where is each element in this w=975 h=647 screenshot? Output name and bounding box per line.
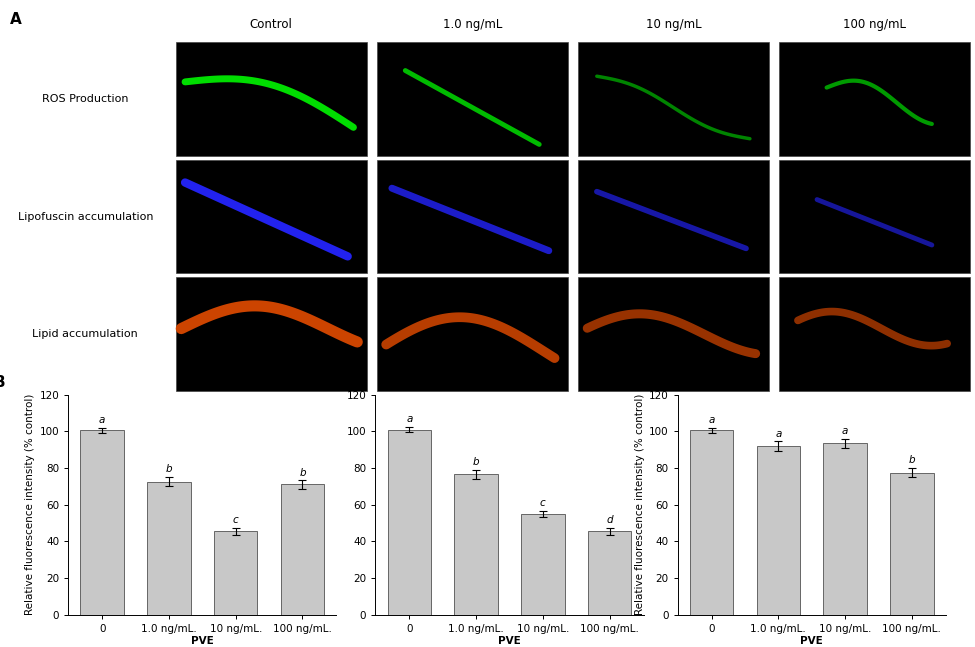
Bar bbox=[890, 472, 934, 615]
X-axis label: PVE: PVE bbox=[191, 637, 214, 646]
Bar bbox=[388, 430, 431, 615]
Bar bbox=[281, 485, 324, 615]
Text: b: b bbox=[299, 468, 306, 477]
Text: a: a bbox=[708, 415, 715, 425]
Text: d: d bbox=[606, 515, 613, 525]
Text: ROS Production: ROS Production bbox=[42, 94, 129, 104]
Text: c: c bbox=[540, 498, 546, 509]
Text: Lipofuscin accumulation: Lipofuscin accumulation bbox=[18, 212, 153, 222]
Text: a: a bbox=[841, 426, 848, 436]
Bar bbox=[176, 42, 367, 156]
Bar bbox=[376, 160, 567, 274]
Bar bbox=[779, 42, 970, 156]
Text: b: b bbox=[473, 457, 480, 467]
Bar bbox=[81, 430, 124, 615]
Bar bbox=[757, 446, 800, 615]
Bar bbox=[147, 482, 191, 615]
Bar bbox=[376, 42, 567, 156]
Bar bbox=[176, 160, 367, 274]
Bar bbox=[588, 531, 632, 615]
Text: a: a bbox=[775, 429, 782, 439]
Text: D: D bbox=[603, 375, 615, 390]
Text: a: a bbox=[98, 415, 105, 426]
Bar bbox=[577, 160, 769, 274]
Text: c: c bbox=[233, 515, 239, 525]
Text: A: A bbox=[10, 12, 21, 27]
Bar bbox=[454, 474, 498, 615]
Text: 1.0 ng/mL: 1.0 ng/mL bbox=[443, 17, 502, 30]
Y-axis label: Relative fluorescence intensity (% control): Relative fluorescence intensity (% contr… bbox=[635, 394, 644, 615]
X-axis label: PVE: PVE bbox=[498, 637, 521, 646]
Bar bbox=[690, 430, 733, 615]
Bar bbox=[176, 278, 367, 391]
Text: B: B bbox=[0, 375, 5, 390]
Text: a: a bbox=[406, 414, 412, 424]
Bar bbox=[779, 278, 970, 391]
X-axis label: PVE: PVE bbox=[800, 637, 823, 646]
Text: 10 ng/mL: 10 ng/mL bbox=[645, 17, 701, 30]
Text: b: b bbox=[909, 455, 916, 465]
Bar bbox=[521, 514, 565, 615]
Y-axis label: Relative fluorescence intensity (% control): Relative fluorescence intensity (% contr… bbox=[25, 394, 35, 615]
Text: b: b bbox=[166, 465, 173, 474]
Text: 100 ng/mL: 100 ng/mL bbox=[843, 17, 906, 30]
Text: Control: Control bbox=[250, 17, 292, 30]
Bar bbox=[376, 278, 567, 391]
Text: C: C bbox=[300, 375, 311, 390]
Bar bbox=[577, 42, 769, 156]
Bar bbox=[214, 531, 257, 615]
Bar bbox=[577, 278, 769, 391]
Bar bbox=[823, 443, 867, 615]
Bar bbox=[779, 160, 970, 274]
Text: Lipid accumulation: Lipid accumulation bbox=[32, 329, 138, 339]
